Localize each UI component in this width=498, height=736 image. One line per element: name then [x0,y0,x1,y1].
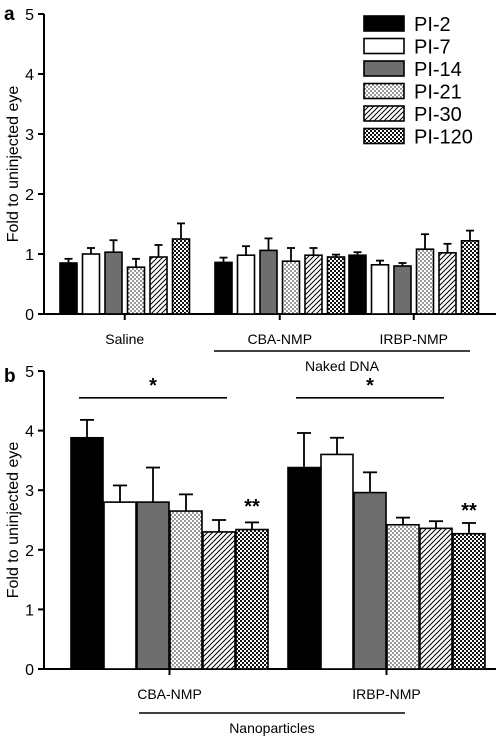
x-tick-label: IRBP-NMP [352,686,420,702]
group-label: Nanoparticles [229,720,315,736]
y-tick-label: 3 [25,127,34,144]
bar-pi-14 [104,251,123,315]
bar-pi-30 [438,252,457,315]
bar-pi-7 [370,263,390,315]
legend-label: PI-30 [414,104,462,126]
significance-marker: * [366,375,374,397]
significance-marker: * [149,375,157,397]
bar-pi-14 [136,501,170,670]
y-tick-label: 2 [25,187,34,204]
bar-pi-21 [126,266,146,315]
bar-pi-7 [103,501,137,670]
bar-pi-120 [235,528,269,670]
y-tick-label: 1 [25,602,34,619]
bar-pi-2 [59,262,78,315]
bar-pi-120 [326,256,346,315]
x-tick-label: CBA-NMP [137,686,202,702]
bar-pi-30 [149,256,168,315]
legend-label: PI-14 [414,59,462,81]
y-tick-label: 0 [25,307,34,324]
y-tick-label: 1 [25,247,34,264]
y-axis-label: Fold to uninjected eye [5,442,22,599]
y-tick-label: 4 [25,424,34,441]
x-tick-label: Saline [105,331,144,347]
bar-pi-21 [281,260,301,315]
bar-pi-30 [419,527,453,670]
significance-marker: ** [461,500,477,522]
bar-pi-2 [214,261,233,315]
bar-pi-2 [70,436,104,670]
bar-pi-14 [353,491,387,670]
y-tick-label: 5 [25,7,34,24]
legend-swatch [363,82,405,100]
legend-swatch [363,60,405,77]
bar-pi-7 [320,453,354,670]
bar-pi-21 [415,248,435,315]
chart-panel-b: b Fold to uninjected eye 0 1 2 3 4 5 CBA-NMP IRBP… [4,364,496,736]
bar-pi-2 [287,466,321,670]
bar-pi-14 [393,265,412,315]
bar-pi-7 [81,253,101,315]
chart-panel-a: a Fold to uninjected eye 0 1 2 3 4 5 Saline CBA-N… [4,4,496,374]
bar-pi-14 [259,249,278,315]
bar-pi-120 [171,238,191,315]
y-tick-label: 0 [25,662,34,679]
panel-letter: a [4,4,15,25]
significance-marker: ** [244,496,260,518]
x-tick-label: IRBP-NMP [380,331,448,347]
bar-pi-7 [236,254,256,315]
legend-label: PI-7 [414,37,451,59]
legend-label: PI-21 [414,82,462,104]
bar-pi-2 [348,254,367,315]
legend-swatch [363,37,405,55]
y-tick-label: 4 [25,67,34,84]
legend-label: PI-120 [414,127,473,149]
x-tick-label: CBA-NMP [247,331,312,347]
y-tick-label: 5 [25,364,34,381]
bar-pi-21 [386,523,420,670]
bar-pi-30 [202,531,236,670]
y-tick-label: 2 [25,543,34,560]
y-axis-label: Fold to uninjected eye [5,86,22,243]
bar-pi-120 [452,532,486,670]
panel-letter: b [4,366,16,387]
legend-swatch [363,15,405,32]
bar-pi-21 [169,510,203,670]
legend-swatch [363,105,405,122]
legend-label: PI-2 [414,14,451,36]
y-tick-label: 3 [25,483,34,500]
group-label: Naked DNA [305,358,380,374]
bar-pi-30 [304,254,323,315]
legend-swatch [363,127,405,145]
bar-pi-120 [460,240,480,315]
